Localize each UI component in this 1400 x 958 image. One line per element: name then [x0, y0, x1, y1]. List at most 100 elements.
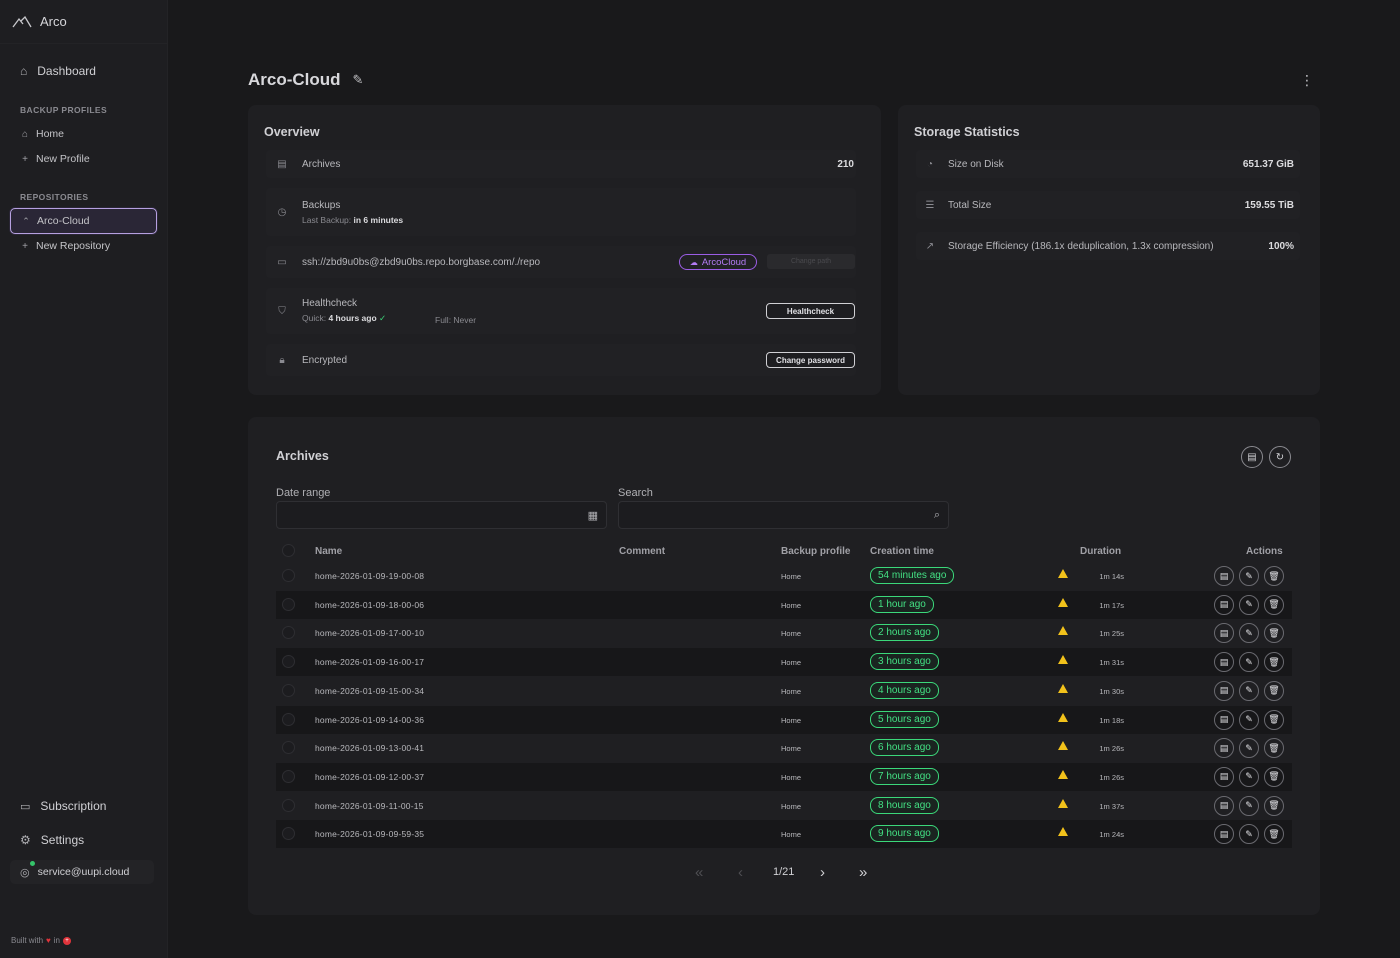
heart-icon: ♥ [46, 936, 51, 945]
sidebar-item-new-repository[interactable]: + New Repository [10, 234, 157, 258]
archive-duration: 1m 25s [1099, 629, 1124, 639]
table-row[interactable]: home-2026-01-09-12-00-37 Home 7 hours ago 1… [276, 762, 1292, 791]
document-icon[interactable]: ▤ [1241, 446, 1263, 468]
next-page-icon[interactable]: › [820, 864, 825, 881]
search-label: Search [618, 487, 653, 499]
table-row[interactable]: home-2026-01-09-18-00-06 Home 1 hour ago 1m… [276, 590, 1292, 619]
pencil-icon[interactable]: ✎ [352, 72, 364, 87]
change-path-button[interactable]: Change path [767, 254, 855, 269]
delete-archive-icon[interactable]: 🗑︎ [1264, 652, 1284, 673]
last-page-icon[interactable]: » [859, 864, 868, 881]
more-options-icon[interactable]: ⋮ [1300, 72, 1314, 88]
refresh-icon[interactable]: ↻ [1269, 446, 1291, 468]
sidebar-item-new-profile[interactable]: + New Profile [10, 147, 157, 171]
mount-archive-icon[interactable]: ▤ [1214, 795, 1234, 816]
table-row[interactable]: home-2026-01-09-09-59-35 Home 9 hours ago 1… [276, 820, 1292, 849]
nav-dashboard[interactable]: ⌂ Dashboard [10, 58, 157, 84]
user-menu[interactable]: ◎ service@uupi.cloud [10, 860, 154, 884]
nav-settings[interactable]: ⚙ Settings [10, 827, 157, 853]
edit-archive-icon[interactable]: ✎ [1239, 652, 1259, 673]
mount-archive-icon[interactable]: ▤ [1214, 766, 1234, 787]
lock-icon: 🔒︎ [279, 354, 285, 366]
plus-icon: + [22, 153, 28, 165]
table-row[interactable]: home-2026-01-09-19-00-08 Home 54 minutes a… [276, 562, 1292, 590]
select-all-checkbox[interactable] [282, 544, 295, 557]
row-checkbox[interactable] [282, 712, 295, 726]
delete-archive-icon[interactable]: 🗑︎ [1264, 623, 1284, 644]
shield-check-icon: ⛉ [278, 305, 286, 317]
edit-archive-icon[interactable]: ✎ [1239, 566, 1259, 586]
mount-archive-icon[interactable]: ▤ [1214, 652, 1234, 673]
first-page-icon[interactable]: « [695, 864, 704, 881]
backup-profiles-heading: BACKUP PROFILES [20, 105, 108, 115]
row-checkbox[interactable] [282, 569, 295, 582]
row-checkbox[interactable] [282, 683, 295, 697]
column-duration: Duration [1080, 546, 1122, 557]
mount-archive-icon[interactable]: ▤ [1214, 566, 1234, 586]
mount-archive-icon[interactable]: ▤ [1214, 594, 1234, 615]
archive-name: home-2026-01-09-14-00-36 [315, 714, 425, 725]
mount-archive-icon[interactable]: ▤ [1214, 738, 1234, 759]
row-checkbox[interactable] [282, 769, 295, 783]
previous-page-icon[interactable]: ‹ [738, 864, 743, 881]
delete-archive-icon[interactable]: 🗑︎ [1264, 766, 1284, 787]
delete-archive-icon[interactable]: 🗑︎ [1264, 566, 1284, 586]
calendar-icon[interactable]: ▦ [587, 510, 598, 522]
check-circle-icon: ✓ [379, 313, 387, 323]
delete-archive-icon[interactable]: 🗑︎ [1264, 738, 1284, 759]
sidebar-item-arco-cloud[interactable]: ⌃ Arco-Cloud [10, 208, 157, 234]
creation-time-badge: 8 hours ago [870, 796, 939, 814]
edit-archive-icon[interactable]: ✎ [1239, 824, 1259, 845]
nav-settings-label: Settings [40, 833, 85, 847]
sidebar-item-label: New Profile [36, 153, 90, 165]
sidebar: Arco ⌂ Dashboard BACKUP PROFILES ⌂ Home … [0, 0, 168, 958]
archive-profile: Home [781, 600, 802, 610]
table-row[interactable]: home-2026-01-09-13-00-41 Home 6 hours ago 1… [276, 734, 1292, 762]
edit-archive-icon[interactable]: ✎ [1239, 594, 1259, 615]
table-row[interactable]: home-2026-01-09-17-00-10 Home 2 hours ago 1… [276, 619, 1292, 647]
edit-archive-icon[interactable]: ✎ [1239, 623, 1259, 644]
date-range-input[interactable]: ▦ [276, 501, 607, 529]
row-checkbox[interactable] [282, 741, 295, 755]
archive-box-icon: ▤ [277, 158, 287, 170]
row-checkbox[interactable] [282, 597, 295, 611]
row-checkbox[interactable] [282, 626, 295, 640]
footer-note: Built with ♥ in + [11, 936, 71, 945]
edit-archive-icon[interactable]: ✎ [1239, 795, 1259, 816]
total-size-value: 159.55 TiB [1244, 199, 1294, 211]
brand[interactable]: Arco [0, 0, 167, 44]
delete-archive-icon[interactable]: 🗑︎ [1264, 709, 1284, 730]
date-range-field[interactable] [277, 502, 606, 528]
nav-subscription[interactable]: ▭ Subscription [10, 793, 157, 819]
nav-dashboard-label: Dashboard [37, 64, 96, 78]
delete-archive-icon[interactable]: 🗑︎ [1264, 795, 1284, 816]
search-input-wrap[interactable]: ⌕ [618, 501, 949, 529]
table-row[interactable]: home-2026-01-09-11-00-15 Home 8 hours ago 1… [276, 792, 1292, 820]
delete-archive-icon[interactable]: 🗑︎ [1264, 680, 1284, 701]
table-row[interactable]: home-2026-01-09-15-00-34 Home 4 hours ago 1… [276, 677, 1292, 705]
mount-archive-icon[interactable]: ▤ [1214, 709, 1234, 730]
delete-archive-icon[interactable]: 🗑︎ [1264, 594, 1284, 615]
archive-profile: Home [781, 830, 802, 840]
search-input[interactable] [619, 502, 948, 528]
mount-archive-icon[interactable]: ▤ [1214, 680, 1234, 701]
sidebar-item-home[interactable]: ⌂ Home [10, 122, 157, 146]
table-row[interactable]: home-2026-01-09-16-00-17 Home 3 hours ago 1… [276, 648, 1292, 677]
creation-time-badge: 7 hours ago [870, 767, 939, 785]
edit-archive-icon[interactable]: ✎ [1239, 709, 1259, 730]
change-password-button[interactable]: Change password [766, 352, 855, 368]
creation-time-badge: 2 hours ago [870, 624, 939, 642]
row-checkbox[interactable] [282, 798, 295, 812]
mount-archive-icon[interactable]: ▤ [1214, 824, 1234, 845]
table-row[interactable]: home-2026-01-09-14-00-36 Home 5 hours ago 1… [276, 705, 1292, 734]
overview-backups-row: ◷ Backups Last Backup: in 6 minutes [266, 188, 856, 236]
arcocloud-badge: ☁ ArcoCloud [679, 254, 757, 270]
healthcheck-button[interactable]: Healthcheck [766, 303, 855, 319]
row-checkbox[interactable] [282, 827, 295, 841]
row-checkbox[interactable] [282, 655, 295, 669]
delete-archive-icon[interactable]: 🗑︎ [1264, 824, 1284, 845]
edit-archive-icon[interactable]: ✎ [1239, 680, 1259, 701]
mount-archive-icon[interactable]: ▤ [1214, 623, 1234, 644]
edit-archive-icon[interactable]: ✎ [1239, 738, 1259, 759]
edit-archive-icon[interactable]: ✎ [1239, 766, 1259, 787]
